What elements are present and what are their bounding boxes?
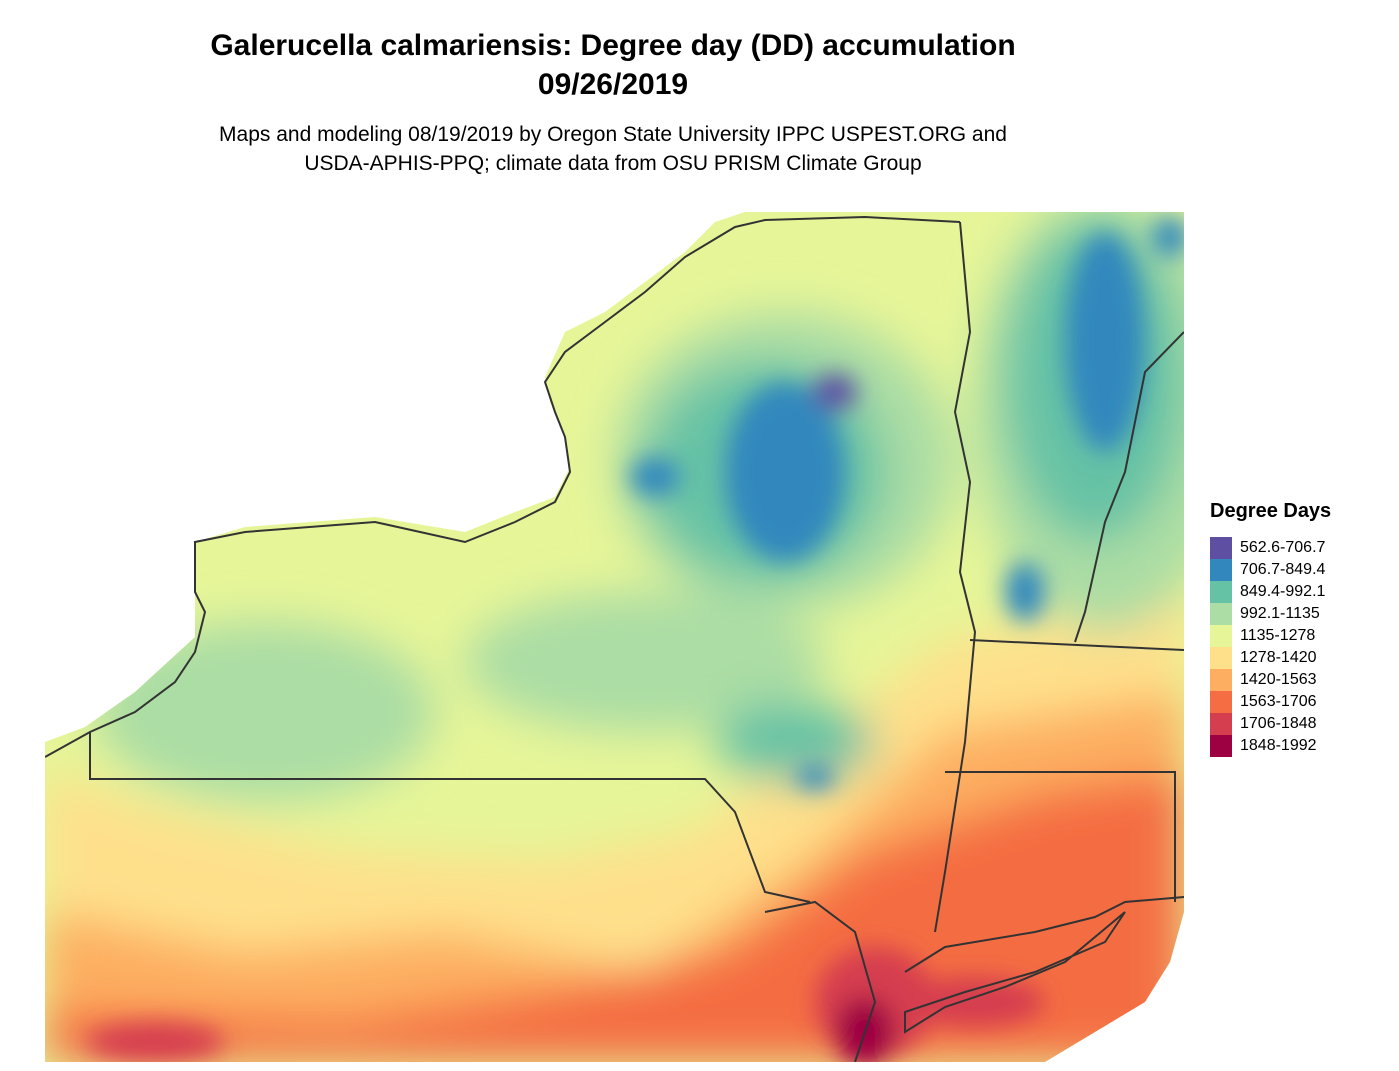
legend-item: 849.4-992.1 bbox=[1210, 581, 1390, 603]
legend-item: 1563-1706 bbox=[1210, 691, 1390, 713]
degree-day-map bbox=[45, 212, 1184, 1062]
legend-swatch bbox=[1210, 735, 1232, 757]
legend-item: 1848-1992 bbox=[1210, 735, 1390, 757]
legend-items: 562.6-706.7 706.7-849.4 849.4-992.1 992.1-1… bbox=[1210, 537, 1390, 757]
ny-vt-border bbox=[934, 221, 977, 933]
legend-item: 1135-1278 bbox=[1210, 625, 1390, 647]
lake-erie-shore bbox=[45, 215, 961, 758]
legend-swatch bbox=[1210, 537, 1232, 559]
legend-item: 1278-1420 bbox=[1210, 647, 1390, 669]
ma-northern-border bbox=[969, 639, 1184, 651]
legend-item: 1420-1563 bbox=[1210, 669, 1390, 691]
legend-label: 562.6-706.7 bbox=[1240, 539, 1326, 556]
legend-label: 849.4-992.1 bbox=[1240, 583, 1326, 600]
map-credit-line-2: USDA-APHIS-PPQ; climate data from OSU PR… bbox=[304, 152, 922, 175]
legend-label: 1848-1992 bbox=[1240, 737, 1317, 754]
legend-item: 1706-1848 bbox=[1210, 713, 1390, 735]
legend: Degree Days 562.6-706.7 706.7-849.4 849.4-… bbox=[1210, 500, 1390, 757]
legend-swatch bbox=[1210, 713, 1232, 735]
legend-swatch bbox=[1210, 603, 1232, 625]
legend-label: 1706-1848 bbox=[1240, 715, 1317, 732]
legend-swatch bbox=[1210, 647, 1232, 669]
legend-swatch bbox=[1210, 669, 1232, 691]
legend-label: 1420-1563 bbox=[1240, 671, 1317, 688]
legend-label: 992.1-1135 bbox=[1240, 605, 1320, 622]
vt-nh-border bbox=[1074, 331, 1184, 643]
legend-label: 1135-1278 bbox=[1240, 627, 1316, 644]
legend-swatch bbox=[1210, 559, 1232, 581]
legend-swatch bbox=[1210, 581, 1232, 603]
legend-label: 706.7-849.4 bbox=[1240, 561, 1326, 578]
nj-ny-border bbox=[764, 900, 877, 1062]
legend-item: 706.7-849.4 bbox=[1210, 559, 1390, 581]
legend-swatch bbox=[1210, 625, 1232, 647]
state-boundaries bbox=[45, 215, 1184, 1062]
legend-item: 992.1-1135 bbox=[1210, 603, 1390, 625]
long-island-sound bbox=[904, 896, 1184, 973]
long-island bbox=[904, 911, 1126, 1034]
legend-title: Degree Days bbox=[1210, 500, 1332, 522]
legend-item: 562.6-706.7 bbox=[1210, 537, 1390, 559]
map-title: Galerucella calmariensis: Degree day (DD… bbox=[210, 29, 1016, 62]
ct-ma-border bbox=[945, 771, 1176, 902]
legend-label: 1563-1706 bbox=[1240, 693, 1317, 710]
degree-day-raster bbox=[45, 212, 1184, 1062]
legend-swatch bbox=[1210, 691, 1232, 713]
map-credit-line-1: Maps and modeling 08/19/2019 by Oregon S… bbox=[219, 123, 1007, 146]
map-date: 09/26/2019 bbox=[537, 68, 689, 101]
ny-pa-border bbox=[89, 732, 811, 903]
legend-label: 1278-1420 bbox=[1240, 649, 1317, 666]
